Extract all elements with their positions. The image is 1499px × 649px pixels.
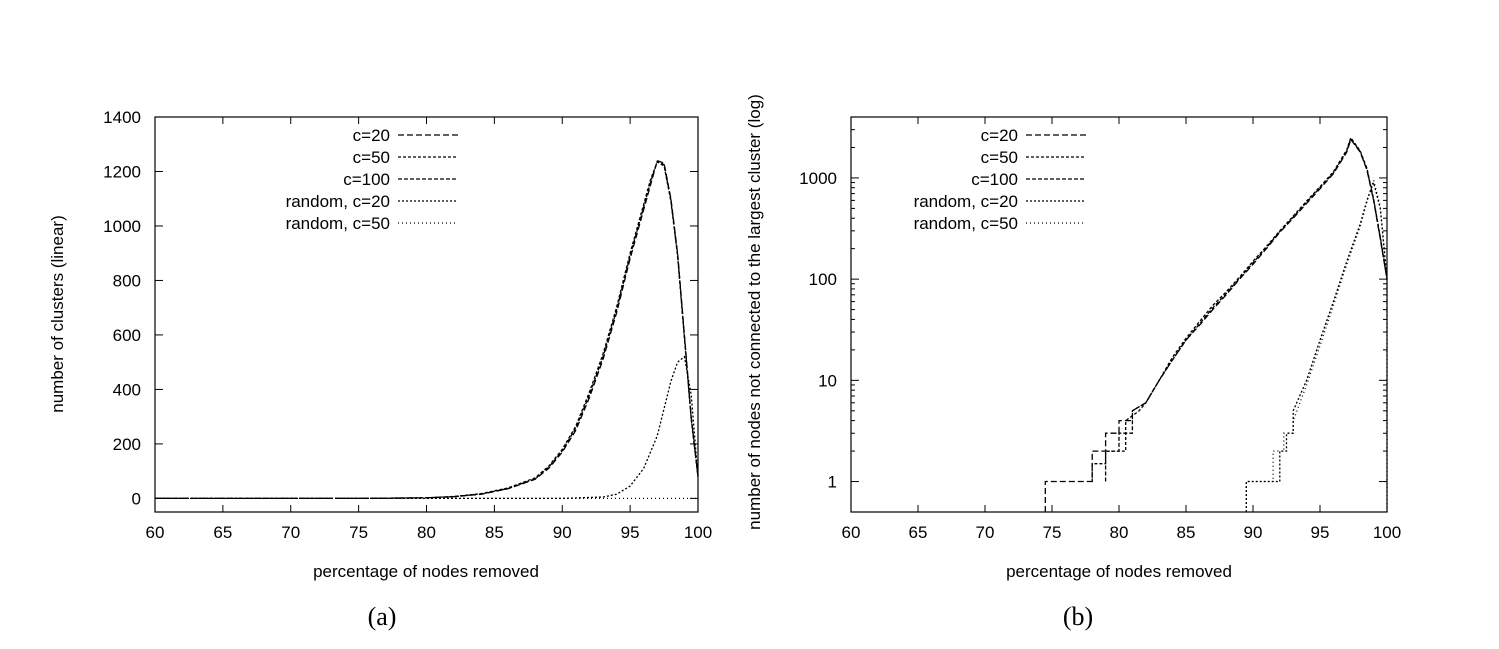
y-axis-label: number of nodes not connected to the lar…: [745, 94, 764, 530]
y-tick-label: 600: [113, 326, 141, 345]
x-tick-label: 70: [976, 523, 995, 542]
legend: c=20 c=50 c=100 random, c=20 random, c=50: [286, 126, 458, 233]
x-tick-label: 70: [281, 523, 300, 542]
series-line-3: [1104, 137, 1388, 482]
x-tick-label: 80: [1110, 523, 1129, 542]
tick-layer: 60 65 70 75 80 85 90 95 100020040060080010001200…: [103, 108, 712, 542]
y-tick-label: 800: [113, 271, 141, 290]
tick-layer: 60 65 70 75 80 85 90 95 100 1 10 100 1000: [799, 116, 1401, 542]
x-tick-label: 100: [684, 523, 712, 542]
x-tick-label: 95: [621, 523, 640, 542]
legend-label: c=50: [353, 148, 390, 167]
legend-label: random, c=20: [286, 192, 390, 211]
series-line-4: [1245, 180, 1388, 512]
plot-frame: [850, 116, 1388, 513]
y-tick-label: 1000: [799, 169, 837, 188]
y-tick-label: 400: [113, 380, 141, 399]
legend-label: c=100: [971, 170, 1018, 189]
panel-caption: (b): [1063, 602, 1093, 631]
x-tick-label: 90: [553, 523, 572, 542]
legend-label: c=100: [343, 170, 390, 189]
x-tick-label: 75: [1043, 523, 1062, 542]
legend-label: c=20: [981, 126, 1018, 145]
x-tick-label: 85: [1177, 523, 1196, 542]
series-line-2: [155, 160, 699, 500]
y-tick-label: 0: [132, 489, 141, 508]
legend: c=20 c=50 c=100 random, c=20 random, c=50: [914, 126, 1086, 233]
legend-label: random, c=50: [914, 214, 1018, 233]
x-tick-label: 60: [842, 523, 861, 542]
legend-label: c=50: [981, 148, 1018, 167]
legend-label: c=20: [353, 126, 390, 145]
legend-label: random, c=50: [286, 214, 390, 233]
legend-label: random, c=20: [914, 192, 1018, 211]
series-line-1: [155, 159, 699, 500]
y-axis-label: number of clusters (linear): [48, 215, 67, 412]
y-tick-label: 100: [809, 270, 837, 289]
series-layer: [155, 159, 699, 500]
x-tick-label: 90: [1244, 523, 1263, 542]
series-line-5: [1245, 177, 1388, 512]
x-tick-label: 95: [1311, 523, 1330, 542]
panel-a: 60 65 70 75 80 85 90 95 100020040060080010001200…: [48, 108, 712, 631]
y-tick-label: 1400: [103, 108, 141, 127]
x-tick-label: 65: [213, 523, 232, 542]
y-tick-label: 1: [828, 473, 837, 492]
x-tick-label: 85: [485, 523, 504, 542]
series-line-3: [155, 160, 699, 500]
y-tick-label: 1000: [103, 217, 141, 236]
y-tick-label: 1200: [103, 162, 141, 181]
series-layer: [1044, 136, 1388, 512]
y-tick-label: 10: [818, 371, 837, 390]
series-line-2: [1091, 136, 1388, 482]
panel-caption: (a): [368, 602, 397, 631]
series-line-4: [155, 355, 699, 500]
y-tick-label: 200: [113, 435, 141, 454]
x-tick-label: 75: [349, 523, 368, 542]
x-tick-label: 100: [1373, 523, 1401, 542]
x-axis-label: percentage of nodes removed: [1006, 562, 1232, 581]
x-tick-label: 80: [417, 523, 436, 542]
x-tick-label: 65: [909, 523, 928, 542]
x-axis-label: percentage of nodes removed: [313, 562, 539, 581]
series-line-1: [1044, 138, 1388, 512]
x-tick-label: 60: [146, 523, 165, 542]
